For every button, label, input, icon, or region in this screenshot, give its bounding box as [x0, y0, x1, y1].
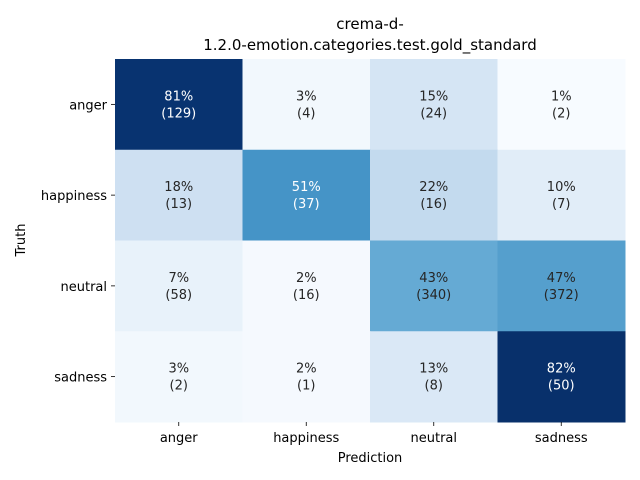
cell-count-label: (16)	[293, 288, 320, 303]
cell-percent-label: 2%	[296, 362, 317, 377]
heatmap-cell	[242, 59, 371, 151]
cell-percent-label: 10%	[547, 180, 576, 195]
chart-title-line-2: 1.2.0-emotion.categories.test.gold_stand…	[203, 36, 537, 55]
heatmap-cell	[497, 149, 626, 241]
cell-count-label: (129)	[161, 106, 196, 121]
y-axis-ticks: anger happiness neutral sadness	[41, 98, 115, 386]
heatmap-cell	[497, 331, 626, 423]
x-tick-label: sadness	[535, 431, 588, 446]
cell-count-label: (8)	[425, 379, 443, 394]
heatmap-cell	[242, 331, 371, 423]
cell-percent-label: 81%	[164, 89, 193, 104]
cell-count-label: (340)	[416, 288, 451, 303]
cell-percent-label: 47%	[547, 271, 576, 286]
y-tick-label: sadness	[54, 371, 107, 386]
cell-percent-label: 18%	[164, 180, 193, 195]
cell-count-label: (7)	[552, 197, 570, 212]
cell-percent-label: 13%	[419, 362, 448, 377]
cell-percent-label: 43%	[419, 271, 448, 286]
cell-count-label: (37)	[293, 197, 320, 212]
heatmap-cell	[497, 240, 626, 332]
heatmap-cell	[115, 149, 243, 241]
heatmap-cell	[370, 240, 498, 332]
y-tick-label: happiness	[41, 189, 107, 204]
cell-percent-label: 82%	[547, 362, 576, 377]
cell-percent-label: 22%	[419, 180, 448, 195]
heatmap-cell	[242, 240, 371, 332]
y-axis-label: Truth	[14, 224, 29, 258]
cell-count-label: (16)	[420, 197, 447, 212]
cell-count-label: (1)	[297, 379, 315, 394]
chart-title-line-1: crema-d-	[336, 15, 403, 33]
cell-percent-label: 3%	[296, 89, 317, 104]
heatmap-cell	[242, 149, 371, 241]
cell-count-label: (372)	[544, 288, 579, 303]
cell-percent-label: 1%	[551, 89, 572, 104]
x-tick-label: anger	[160, 431, 198, 446]
cell-count-label: (13)	[165, 197, 192, 212]
cell-percent-label: 15%	[419, 89, 448, 104]
cell-percent-label: 7%	[168, 271, 189, 286]
cell-percent-label: 51%	[292, 180, 321, 195]
heatmap-cell	[497, 59, 626, 151]
x-axis-label: Prediction	[338, 451, 403, 466]
cell-percent-label: 3%	[168, 362, 189, 377]
heatmap-cell	[370, 149, 498, 241]
cell-count-label: (2)	[552, 106, 570, 121]
x-tick-label: happiness	[273, 431, 339, 446]
cell-count-label: (58)	[165, 288, 192, 303]
cell-count-label: (4)	[297, 106, 315, 121]
heatmap-cell	[115, 59, 243, 151]
heatmap-cell	[370, 59, 498, 151]
heatmap-cell	[115, 331, 243, 423]
y-tick-label: anger	[69, 98, 107, 113]
heatmap-cells: 81% (129) 3% (4) 15% (24) 1% (2) 18% (13) 51% (37) 2…	[115, 59, 626, 423]
cell-count-label: (24)	[420, 106, 447, 121]
cell-percent-label: 2%	[296, 271, 317, 286]
heatmap-cell	[115, 240, 243, 332]
cell-count-label: (50)	[548, 379, 575, 394]
x-axis-ticks: anger happiness neutral sadness	[160, 422, 588, 446]
y-tick-label: neutral	[61, 280, 108, 295]
heatmap-cell	[370, 331, 498, 423]
x-tick-label: neutral	[411, 431, 458, 446]
cell-count-label: (2)	[170, 379, 188, 394]
